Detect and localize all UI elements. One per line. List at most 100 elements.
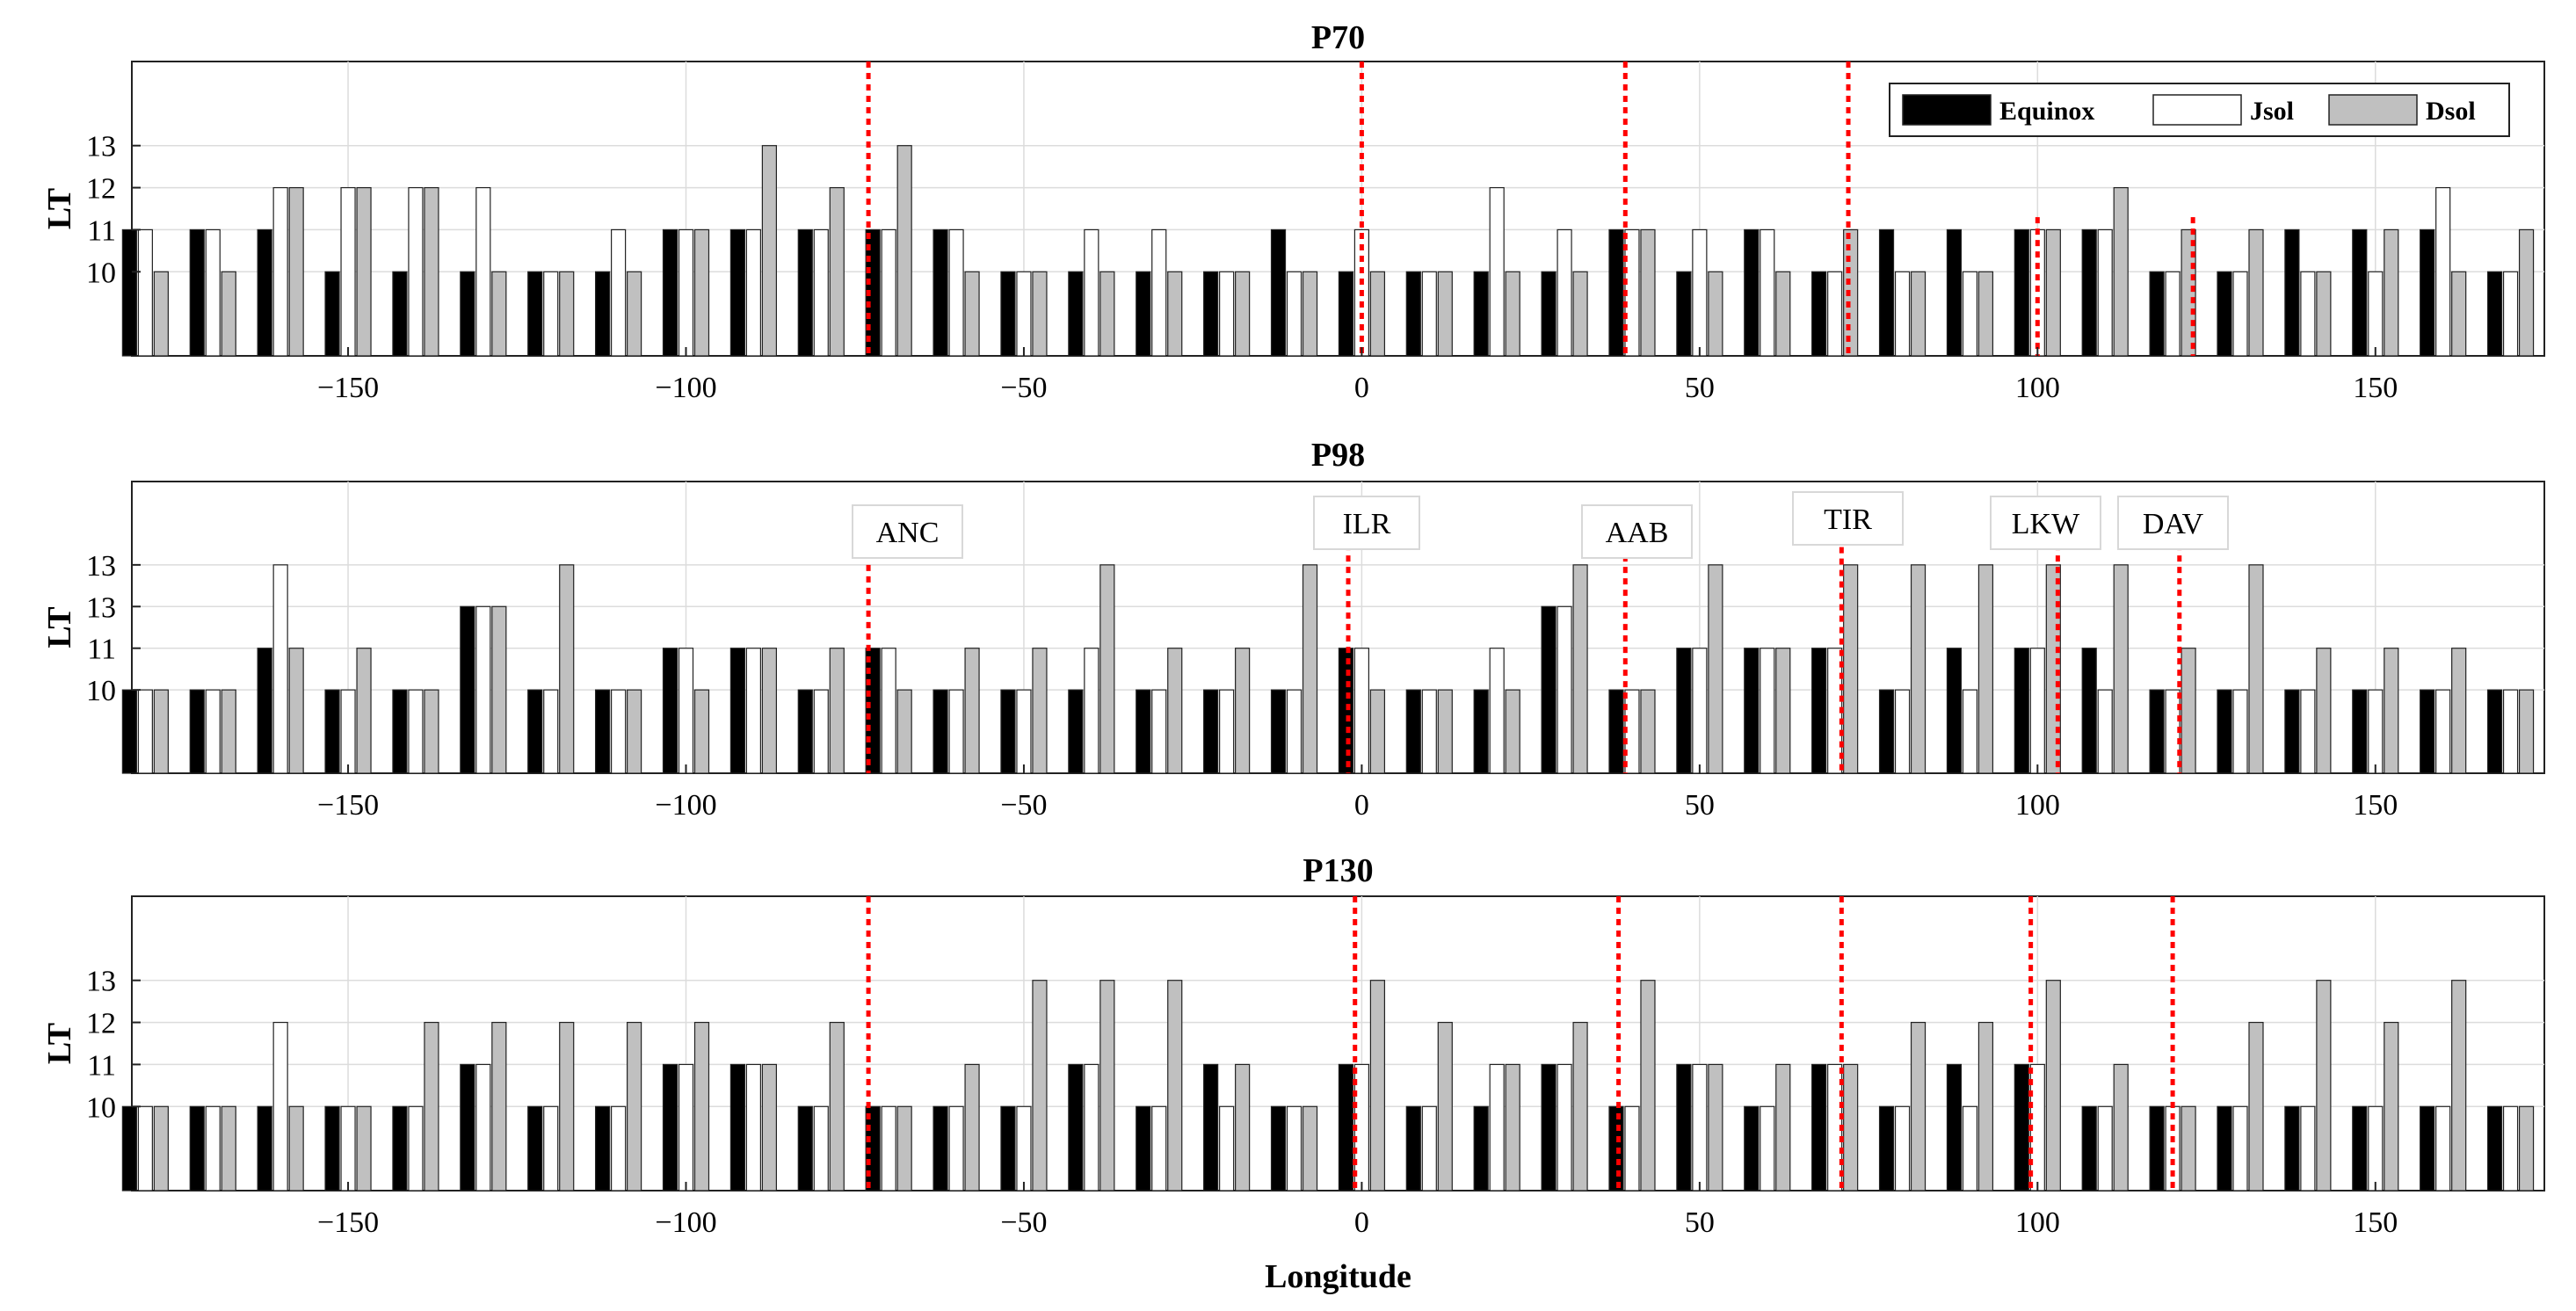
y-axis-label: LT: [41, 1023, 78, 1064]
bar-equinox: [1878, 228, 1895, 357]
bar-jsol: [745, 1063, 761, 1191]
bar-dsol: [964, 1063, 980, 1191]
bar-dsol: [153, 689, 169, 774]
x-tick-label: 0: [1354, 1206, 1369, 1239]
bar-jsol: [745, 228, 761, 357]
bar-equinox: [324, 689, 340, 774]
panel-title: P70: [1311, 19, 1365, 56]
bar-dsol: [1032, 980, 1048, 1191]
bar-dsol: [1437, 689, 1453, 774]
bar-equinox: [121, 1105, 137, 1191]
bar-dsol: [627, 1021, 642, 1191]
bar-dsol: [1977, 564, 1994, 774]
bar-jsol: [2029, 648, 2045, 774]
x-tick-label: 100: [2015, 1206, 2060, 1239]
bar-equinox: [2149, 1105, 2165, 1191]
bar-equinox: [189, 228, 205, 357]
bar-dsol: [2045, 228, 2061, 357]
bar-dsol: [761, 1063, 777, 1191]
bar-equinox: [121, 689, 137, 774]
bar-equinox: [1338, 271, 1354, 357]
legend-swatch-dsol: [2328, 94, 2418, 126]
bar-dsol: [1910, 271, 1927, 357]
bar-equinox: [797, 689, 813, 774]
bar-equinox: [1946, 648, 1963, 774]
bar-dsol: [221, 689, 236, 774]
bar-equinox: [1811, 648, 1827, 774]
bar-jsol: [1962, 1105, 1978, 1191]
bar-dsol: [2384, 648, 2399, 774]
bar-dsol: [221, 1105, 236, 1191]
bar-jsol: [1760, 648, 1775, 774]
bar-equinox: [2486, 271, 2503, 357]
bar-jsol: [205, 228, 221, 357]
legend-swatch-equinox: [1902, 94, 1992, 126]
bar-jsol: [948, 228, 964, 357]
bar-dsol: [964, 648, 980, 774]
panel-title: P130: [1303, 852, 1373, 889]
bar-equinox: [392, 1105, 408, 1191]
x-tick-label: 0: [1354, 372, 1369, 404]
bar-equinox: [932, 228, 948, 357]
bar-dsol: [1708, 1063, 1723, 1191]
bar-dsol: [2045, 980, 2061, 1191]
bar-equinox: [729, 1063, 745, 1191]
x-tick-label: −50: [1000, 372, 1047, 404]
bar-jsol: [2300, 1105, 2316, 1191]
bar-jsol: [881, 1105, 896, 1191]
station-label: AAB: [1606, 517, 1669, 549]
bar-jsol: [1151, 1105, 1167, 1191]
bar-dsol: [1910, 564, 1927, 774]
bar-jsol: [2368, 1105, 2384, 1191]
bar-jsol: [2300, 271, 2316, 357]
bar-jsol: [272, 1021, 288, 1191]
bar-jsol: [1489, 1063, 1505, 1191]
bar-jsol: [1556, 1063, 1572, 1191]
bar-jsol: [1219, 689, 1235, 774]
bar-dsol: [2113, 1063, 2129, 1191]
bar-jsol: [745, 648, 761, 774]
y-tick-label: 11: [87, 1049, 116, 1082]
bar-dsol: [1302, 564, 1318, 774]
bar-dsol: [2384, 1021, 2399, 1191]
legend-swatch-jsol: [2152, 94, 2242, 126]
bar-dsol: [1437, 271, 1453, 357]
bar-dsol: [356, 1105, 372, 1191]
bar-dsol: [1505, 689, 1520, 774]
bar-equinox: [189, 1105, 205, 1191]
bar-dsol: [1099, 564, 1115, 774]
legend-label-jsol: Jsol: [2250, 97, 2294, 126]
bar-dsol: [559, 564, 575, 774]
bar-equinox: [2217, 271, 2232, 357]
bar-jsol: [1286, 271, 1303, 357]
bar-equinox: [797, 1105, 813, 1191]
bar-equinox: [460, 605, 475, 774]
bar-jsol: [611, 689, 627, 774]
bar-dsol: [1235, 271, 1251, 357]
bar-dsol: [1302, 1105, 1318, 1191]
bar-equinox: [1270, 228, 1287, 357]
bar-dsol: [1977, 1021, 1994, 1191]
bar-dsol: [1708, 564, 1723, 774]
bar-jsol: [2368, 689, 2384, 774]
bar-equinox: [1068, 271, 1084, 357]
bar-jsol: [137, 689, 153, 774]
bar-equinox: [2352, 1105, 2368, 1191]
bar-jsol: [1489, 186, 1505, 357]
bar-dsol: [1640, 980, 1656, 1191]
bar-equinox: [1473, 271, 1489, 357]
x-tick-label: −50: [1000, 789, 1047, 822]
bar-jsol: [1353, 648, 1370, 774]
y-tick-label: 12: [86, 173, 116, 206]
bar-equinox: [2014, 648, 2029, 774]
bar-equinox: [2420, 228, 2435, 357]
bar-dsol: [829, 1021, 845, 1191]
bar-dsol: [1640, 228, 1656, 357]
bar-dsol: [1640, 689, 1656, 774]
station-box: [1990, 496, 2101, 550]
bar-dsol: [491, 1021, 507, 1191]
bar-equinox: [527, 689, 543, 774]
bar-equinox: [2149, 689, 2165, 774]
station-box: [852, 504, 963, 559]
bar-jsol: [1962, 271, 1978, 357]
